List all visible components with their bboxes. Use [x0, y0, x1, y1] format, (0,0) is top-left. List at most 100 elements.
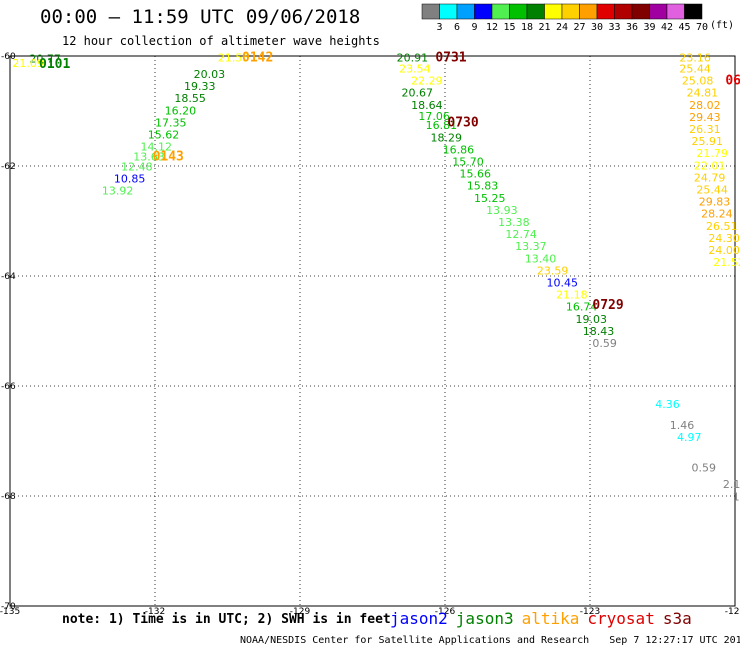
x-tick-label: -135	[0, 607, 20, 617]
wave-height-point: 19.33	[184, 80, 216, 93]
legend-label-21: 21	[538, 22, 550, 33]
pass-time-label: 0101	[39, 57, 70, 72]
wave-height-point: 20.77	[29, 53, 61, 66]
color-legend: 3 6 9 12 15 18 21 24 27 30 33 36 39 42 45 70	[421, 3, 708, 33]
wave-height-point: 21.18	[556, 289, 588, 302]
legend-label-70: 70	[696, 22, 708, 33]
wave-height-point: 13.38	[498, 216, 529, 229]
wave-height-point: 18.29	[431, 131, 463, 144]
wave-height-point: 13.40	[525, 252, 557, 265]
legend-label-42: 42	[661, 22, 673, 33]
satellite-legend: jason2 jason3 altika cryosat s3a	[390, 609, 700, 628]
wave-height-point: 29.83	[699, 196, 731, 209]
y-tick-label: -62	[1, 162, 16, 172]
wave-height-point: 13.92	[102, 185, 134, 198]
wave-height-point: 24.79	[694, 171, 726, 184]
wave-height-point: 25.44	[679, 63, 711, 76]
wave-height-point: 24.81	[687, 87, 719, 100]
wave-height-point: 4.97	[677, 431, 702, 444]
wave-height-point: 13.37	[515, 240, 547, 253]
legend-label-3: 3	[436, 22, 442, 33]
wave-height-point: 26.31	[689, 123, 721, 136]
wave-height-point: 23.16	[679, 52, 711, 65]
legend-label-18: 18	[521, 22, 533, 33]
credit-text: NOAA/NESDIS Center for Satellite Applica…	[240, 635, 590, 646]
pass-time-label: 0143	[153, 150, 184, 165]
wave-height-point: 18.55	[174, 92, 206, 105]
wave-height-point: 26.51	[706, 220, 738, 233]
legend-label-6: 6	[454, 22, 460, 33]
legend-label-36: 36	[626, 22, 638, 33]
legend-label-15: 15	[503, 22, 515, 33]
pass-time-label: 0142	[242, 51, 273, 66]
wave-height-point: 15.70	[452, 155, 484, 168]
y-tick-label: -64	[1, 272, 16, 282]
wave-height-point: 24.00	[708, 244, 740, 257]
x-tick-label: -123	[580, 607, 600, 617]
footnote: note: 1) Time is in UTC; 2) SWH is in fe…	[62, 612, 391, 627]
wave-height-point: 23.54	[399, 63, 431, 76]
pass-time-label: 0731	[435, 51, 466, 66]
wave-height-point: 22.01	[694, 159, 726, 172]
satellite-s3a: s3a	[662, 609, 692, 628]
pass-time-label: 0729	[592, 298, 623, 313]
legend-label-24: 24	[556, 22, 568, 33]
wave-height-point: 17.35	[155, 116, 187, 129]
wave-height-point: 1.46	[670, 419, 695, 432]
wave-height-point: 14.12	[141, 141, 173, 154]
wave-height-point: 21.09	[12, 57, 44, 70]
wave-height-point: 0.59	[692, 461, 717, 474]
x-tick-label: -126	[435, 607, 456, 617]
satellite-jason3: jason3	[455, 609, 514, 628]
wave-height-point: 19.03	[576, 313, 608, 326]
page-subtitle: 12 hour collection of altimeter wave hei…	[62, 34, 380, 48]
y-tick-label: -60	[1, 52, 16, 62]
wave-height-point: 13.63	[133, 151, 165, 164]
wave-height-point: 4.36	[655, 398, 680, 411]
wave-height-point: 1.	[733, 490, 740, 503]
x-tick-label: -120	[725, 607, 740, 617]
wave-height-point: 17.06	[418, 110, 450, 123]
wave-height-point: 21.55	[218, 52, 250, 65]
wave-height-point: 10.85	[114, 173, 145, 186]
plot-frame	[9, 55, 736, 607]
wave-height-point: 0.59	[592, 337, 617, 350]
wave-height-point: 24.30	[708, 232, 740, 245]
wave-height-point: 23.59	[537, 264, 569, 277]
satellite-altika: altika	[521, 609, 580, 628]
wave-height-point: 18.64	[411, 99, 443, 112]
wave-height-point: 16.74	[566, 301, 598, 314]
wave-height-point: 28.02	[689, 99, 721, 112]
legend-label-9: 9	[471, 22, 477, 33]
wave-height-point: 10.45	[547, 276, 579, 289]
wave-height-point: 25.91	[692, 135, 724, 148]
wave-height-point: 21.52	[713, 256, 740, 269]
wave-height-point: 15.25	[474, 192, 506, 205]
generated-timestamp: Sep 7 12:27:17 UTC 2018	[609, 635, 740, 646]
credit-line: NOAA/NESDIS Center for Satellite Applica…	[240, 635, 740, 646]
x-tick-label: -132	[145, 607, 165, 617]
wave-height-point: 25.44	[696, 184, 728, 197]
y-tick-label: -66	[1, 382, 16, 392]
wave-height-point: 15.83	[467, 180, 499, 193]
y-tick-label: -70	[1, 602, 16, 612]
y-tick-label: -68	[1, 492, 16, 502]
wave-height-point: 16.20	[165, 104, 197, 117]
legend-swatch-70	[684, 3, 703, 20]
wave-height-point: 15.66	[460, 168, 492, 181]
wave-height-point: 12.74	[505, 228, 536, 241]
legend-label-45: 45	[678, 22, 690, 33]
satellite-jason2: jason2	[390, 609, 448, 628]
legend-label-39: 39	[643, 22, 655, 33]
wave-height-point: 16.86	[443, 143, 475, 156]
wave-height-point: 16.81	[426, 119, 458, 132]
legend-label-30: 30	[591, 22, 603, 33]
satellite-cryosat: cryosat	[587, 609, 655, 628]
x-tick-label: -129	[290, 607, 311, 617]
page-title: 00:00 – 11:59 UTC 09/06/2018	[40, 6, 361, 28]
wave-height-point: 2.18	[723, 478, 740, 491]
pass-time-label: 0600	[725, 74, 740, 89]
legend-label-33: 33	[608, 22, 620, 33]
legend-label-12: 12	[486, 22, 498, 33]
wave-height-point: 20.67	[402, 87, 434, 100]
